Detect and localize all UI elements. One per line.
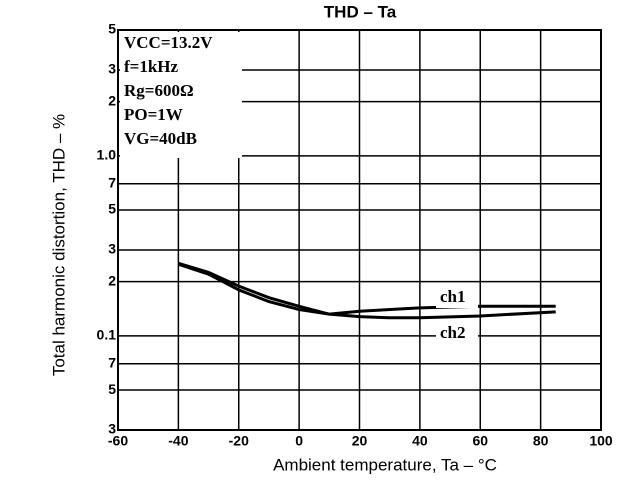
y-axis-label: Total harmonic distortion, THD – % [49, 114, 68, 376]
y-tick-label: 2 [108, 272, 116, 288]
series-label: ch1 [440, 287, 466, 306]
conditions-box [120, 32, 242, 158]
x-tick-label: 0 [295, 433, 303, 449]
x-tick-label: 60 [472, 433, 488, 449]
y-tick-label: 3 [108, 241, 116, 257]
y-tick-label: 3 [108, 421, 116, 437]
plot-frame [117, 29, 602, 431]
annotation: VG=40dB [124, 129, 197, 148]
y-tick-label: 2 [108, 92, 116, 108]
x-tick-label: 100 [589, 433, 613, 449]
series-label: ch2 [440, 323, 466, 342]
annotation: f=1kHz [124, 57, 179, 76]
x-axis-label: Ambient temperature, Ta – °C [273, 455, 497, 474]
y-tick-label: 5 [108, 21, 116, 37]
x-tick-label: 80 [533, 433, 549, 449]
label-bg [436, 288, 478, 308]
y-tick-label: 7 [108, 174, 116, 190]
series-line [177, 262, 556, 320]
x-tick-label: -60 [108, 433, 128, 449]
y-tick-label: 3 [108, 61, 116, 77]
x-tick-label: -40 [168, 433, 188, 449]
y-tick-label: 5 [108, 201, 116, 217]
x-tick-label: 20 [352, 433, 368, 449]
chart-title: THD – Ta [324, 2, 397, 21]
y-tick-label: 5 [108, 381, 116, 397]
x-tick-label: 40 [412, 433, 428, 449]
annotation: Rg=600Ω [124, 81, 194, 100]
annotation: PO=1W [124, 105, 183, 124]
y-tick-label: 1.0 [97, 147, 117, 163]
y-tick-label: 0.1 [97, 327, 117, 343]
annotation: VCC=13.2V [124, 33, 213, 52]
y-tick-label: 7 [108, 354, 116, 370]
label-bg [436, 324, 478, 344]
x-tick-label: -20 [229, 433, 249, 449]
